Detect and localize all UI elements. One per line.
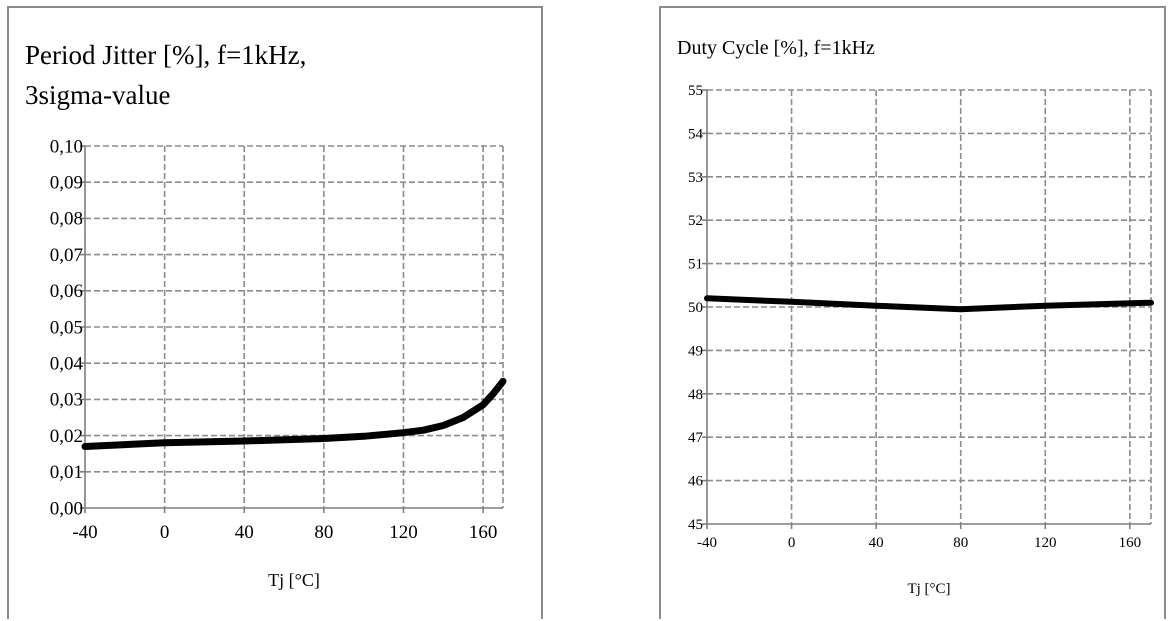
duty-y-tick-label: 53 <box>688 170 703 186</box>
duty-x-axis-label: Tj [°C] <box>907 581 950 597</box>
duty-y-tick-label: 45 <box>688 517 703 533</box>
jitter-y-tick-label: 0,01 <box>50 462 83 483</box>
duty-y-tick-label: 48 <box>688 387 703 403</box>
jitter-x-axis-label: Tj [°C] <box>268 570 320 590</box>
duty-x-tick-label: 0 <box>788 535 796 551</box>
jitter-y-tick-label: 0,10 <box>50 136 83 157</box>
duty-y-tick-label: 49 <box>688 343 703 359</box>
jitter-y-tick-label: 0,02 <box>50 426 83 447</box>
duty-x-tick-label: 120 <box>1034 535 1057 551</box>
jitter-x-tick-label: 160 <box>469 522 498 543</box>
jitter-chart-title-line-2: 3sigma-value <box>25 80 170 110</box>
jitter-series-line <box>81 377 507 450</box>
jitter-chart-panel: Period Jitter [%], f=1kHz, 3sigma-value 0,… <box>7 6 543 619</box>
duty-y-tick-label: 54 <box>688 126 704 142</box>
duty-cycle-chart-panel: Duty Cycle [%], f=1kHz 45 46 47 48 49 50 51 52 53… <box>659 6 1166 619</box>
jitter-x-tick-label: 120 <box>389 522 418 543</box>
jitter-x-tick-label: 0 <box>160 522 170 543</box>
jitter-y-tick-label: 0,00 <box>50 498 83 519</box>
duty-y-tick-label: 50 <box>688 300 703 316</box>
duty-chart-title-line-1: Duty Cycle [%], f=1kHz <box>677 37 875 59</box>
duty-y-tick-label: 47 <box>688 430 704 446</box>
duty-y-tick-label: 55 <box>688 83 703 99</box>
jitter-chart-title-line-1: Period Jitter [%], f=1kHz, <box>25 40 306 70</box>
duty-x-tick-label: 40 <box>869 535 884 551</box>
duty-y-tick-label: 46 <box>688 474 704 490</box>
duty-series-line <box>704 295 1154 313</box>
jitter-y-tick-label: 0,04 <box>50 353 84 374</box>
jitter-y-tick-label: 0,03 <box>50 390 83 411</box>
jitter-y-tick-label: 0,08 <box>50 209 83 230</box>
jitter-chart: Period Jitter [%], f=1kHz, 3sigma-value 0,… <box>25 40 507 590</box>
duty-y-tick-label: 51 <box>688 257 703 273</box>
duty-x-tick-label: 80 <box>953 535 968 551</box>
duty-y-tick-label: 52 <box>688 213 703 229</box>
jitter-x-tick-label: 80 <box>314 522 333 543</box>
jitter-x-tick-label: 40 <box>235 522 254 543</box>
jitter-y-tick-label: 0,07 <box>50 245 83 266</box>
duty-x-tick-label: -40 <box>697 535 717 551</box>
duty-cycle-chart: Duty Cycle [%], f=1kHz 45 46 47 48 49 50 51 52 53… <box>677 37 1154 597</box>
duty-x-tick-label: 160 <box>1119 535 1142 551</box>
jitter-x-tick-label: -40 <box>72 522 97 543</box>
jitter-y-tick-label: 0,06 <box>50 281 83 302</box>
jitter-y-tick-label: 0,09 <box>50 172 83 193</box>
jitter-y-tick-label: 0,05 <box>50 317 83 338</box>
